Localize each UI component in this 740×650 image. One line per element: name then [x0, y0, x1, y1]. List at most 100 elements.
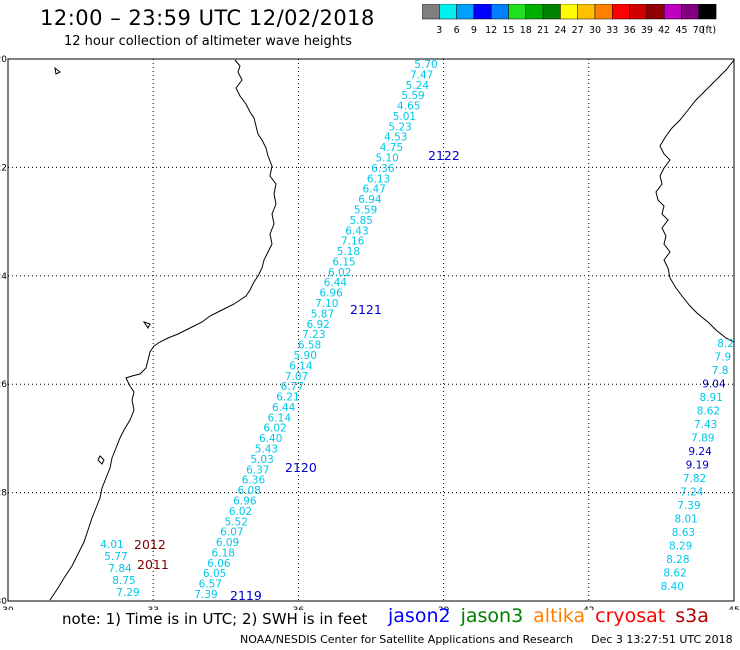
track-right-value: 7.39	[677, 500, 700, 512]
legend-label: 24	[554, 25, 566, 36]
pass-label: 2119	[230, 588, 262, 603]
track-main-value: 6.44	[324, 277, 348, 289]
track-left: 4.015.777.848.757.29	[100, 539, 139, 599]
legend-label: 36	[624, 25, 636, 36]
track-right-value: 7.89	[691, 433, 714, 445]
grid-lines	[8, 59, 734, 601]
map-title: 12:00 – 23:59 UTC 12/02/2018	[40, 6, 375, 30]
x-tick-label: 39	[438, 606, 450, 610]
track-main-value: 5.85	[350, 215, 373, 227]
track-main-value: 6.57	[199, 579, 222, 591]
track-main-value: 6.44	[272, 402, 296, 414]
credit-org: NOAA/NESDIS Center for Satellite Applica…	[240, 633, 574, 646]
legend-unit: (ft)	[702, 25, 716, 36]
track-left-value: 7.84	[108, 563, 132, 575]
track-main: 5.707.475.245.594.655.015.234.534.755.10…	[194, 59, 437, 601]
legend-label: 12	[485, 25, 497, 36]
y-tick-label: -24	[0, 272, 7, 282]
track-main-value: 5.90	[294, 350, 317, 362]
track-main-value: 6.21	[276, 392, 299, 404]
y-tick-label: -22	[0, 163, 7, 173]
track-main-value: 7.23	[302, 329, 325, 341]
legend-label: 33	[606, 25, 618, 36]
track-main-value: 5.52	[225, 516, 248, 528]
legend-swatch	[698, 4, 717, 20]
track-main-value: 6.36	[242, 475, 266, 487]
track-right-value: 8.2	[717, 338, 734, 350]
island-small	[54, 66, 61, 75]
track-main-value: 6.58	[298, 340, 321, 352]
track-right-value: 7.9	[715, 352, 732, 364]
track-main-value: 6.09	[216, 537, 239, 549]
track-main-value: 6.14	[289, 360, 313, 372]
track-main-value: 6.36	[371, 163, 395, 175]
track-left-value: 8.75	[112, 575, 135, 587]
track-main-value: 7.47	[410, 69, 433, 81]
track-main-value: 6.96	[319, 288, 343, 300]
satellite-altika: altika	[533, 605, 586, 627]
track-main-value: 6.40	[259, 433, 282, 445]
track-right-value: 9.19	[686, 460, 709, 472]
track-main-value: 5.59	[401, 90, 424, 102]
track-right-value: 7.43	[694, 419, 717, 431]
track-left-value: 4.01	[100, 539, 123, 551]
legend-label: 3	[436, 25, 442, 36]
track-main-value: 7.16	[341, 236, 365, 248]
y-tick-label: -20	[0, 55, 7, 65]
track-main-value: 7.07	[285, 371, 308, 383]
track-main-value: 6.37	[246, 464, 269, 476]
legend-label: 21	[537, 25, 549, 36]
x-tick-label: 42	[583, 606, 594, 610]
track-main-value: 6.18	[212, 547, 235, 559]
track-right-value: 8.40	[661, 581, 684, 593]
y-axis-ticks: -20 -22 -24 -26 -28 -30	[0, 55, 7, 607]
legend-label: 70	[693, 25, 705, 36]
x-tick-label: 33	[147, 606, 158, 610]
legend-label: 42	[658, 25, 670, 36]
track-main-value: 6.96	[233, 495, 257, 507]
coastline-africa	[49, 59, 277, 601]
track-right-value: 9.04	[702, 379, 726, 391]
satellite-jason3: jason3	[460, 605, 524, 627]
x-tick-label: 45	[728, 606, 739, 610]
track-main-value: 6.07	[220, 527, 243, 539]
altimeter-map: 30 33 36 39 42 45 -20 -22 -24 -26 -28 -30 5.707.47…	[0, 55, 740, 610]
track-main-value: 5.18	[337, 246, 360, 258]
track-right-value: 8.63	[672, 527, 695, 539]
track-main-value: 4.53	[384, 132, 407, 144]
track-right-value: 7.82	[683, 473, 706, 485]
track-main-value: 6.92	[306, 319, 329, 331]
pass-label: 2011	[137, 557, 169, 572]
y-tick-label: -28	[0, 489, 7, 499]
track-main-value: 5.87	[311, 308, 334, 320]
track-main-value: 6.06	[207, 558, 231, 570]
track-main-value: 5.23	[388, 121, 411, 133]
legend-label: 27	[572, 25, 584, 36]
track-main-value: 6.15	[332, 256, 355, 268]
track-right-value: 7.24	[680, 487, 704, 499]
track-main-value: 6.02	[328, 267, 351, 279]
island-bay	[142, 321, 151, 329]
x-axis-ticks: 30 33 36 39 42 45	[2, 606, 739, 610]
track-right-value: 8.29	[669, 541, 692, 553]
coastline-madagascar	[655, 59, 735, 343]
pass-label: 2012	[134, 537, 166, 552]
track-main-value: 6.47	[363, 184, 386, 196]
track-right-value: 8.91	[699, 392, 722, 404]
color-legend: 3 6 9 12 15 18 21 24 27 30 33 36 39 42 45 70(ft)	[422, 4, 717, 36]
y-tick-label: -26	[0, 380, 7, 390]
note-text: note: 1) Time is in UTC; 2) SWH is in fe…	[62, 610, 368, 628]
track-right: 8.27.97.89.048.918.627.437.899.249.197.8…	[661, 338, 734, 593]
map-frame	[7, 58, 735, 602]
legend-label: 45	[675, 25, 687, 36]
satellite-s3a: s3a	[675, 605, 709, 627]
x-tick-label: 30	[2, 606, 14, 610]
legend-label: 15	[502, 25, 514, 36]
legend-label: 18	[520, 25, 532, 36]
satellite-legend: jason2 jason3 altika cryosat s3a	[388, 605, 719, 627]
track-right-value: 8.62	[697, 406, 720, 418]
track-main-value: 6.94	[358, 194, 382, 206]
map-subtitle: 12 hour collection of altimeter wave hei…	[64, 34, 352, 49]
track-right-value: 7.8	[712, 365, 729, 377]
track-main-value: 6.02	[229, 506, 252, 518]
